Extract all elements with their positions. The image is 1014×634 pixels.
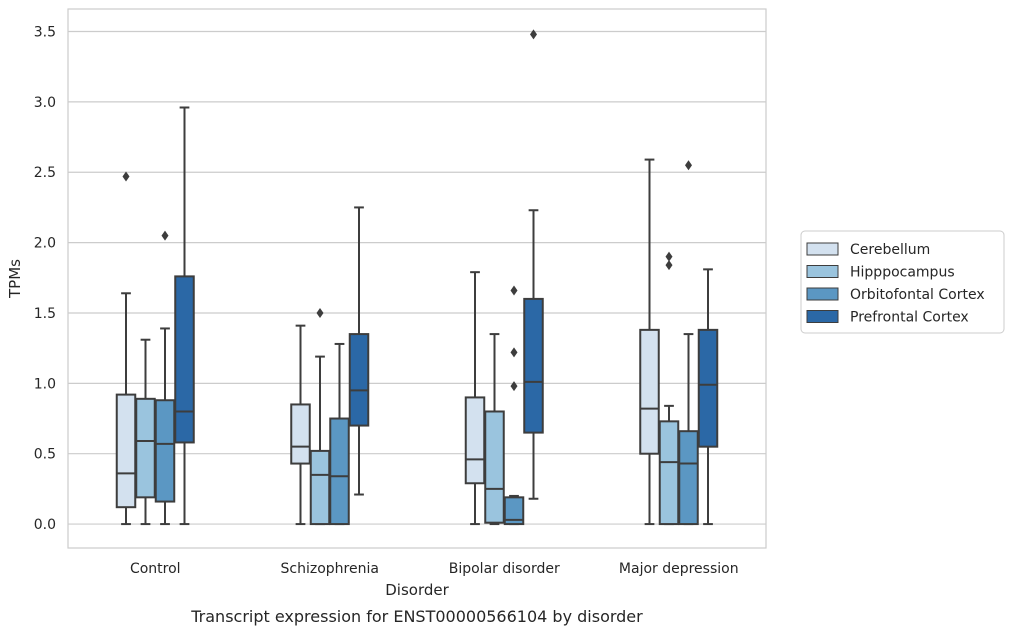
plot-area-frame xyxy=(67,8,767,549)
legend-label: Hipppocampus xyxy=(850,265,955,281)
legend-swatch xyxy=(806,310,839,323)
outlier-point xyxy=(161,230,169,241)
legend-label: Cerebellum xyxy=(850,242,930,258)
box-series xyxy=(115,29,719,526)
legend-frame xyxy=(800,230,1005,334)
y-axis-label: TPMs xyxy=(6,259,24,299)
outlier-point xyxy=(510,285,518,296)
box-iqr xyxy=(348,333,370,427)
y-tick-label: 2.0 xyxy=(34,236,56,252)
y-tick-label: 1.5 xyxy=(34,306,56,322)
chart-caption: Transcript expression for ENST0000056610… xyxy=(190,607,643,626)
outlier-point xyxy=(530,29,537,40)
box xyxy=(503,285,525,526)
x-tick-label: Schizophrenia xyxy=(281,561,379,577)
box-iqr xyxy=(115,393,137,509)
box xyxy=(697,268,719,526)
outlier-point xyxy=(510,381,518,392)
box-iqr xyxy=(174,275,195,444)
legend-label: Orbitofontal Cortex xyxy=(850,287,985,303)
box-iqr xyxy=(484,410,505,524)
legend: Cerebellum Hipppocampus Orbitofontal Corte… xyxy=(800,230,1005,334)
box-iqr xyxy=(523,297,544,434)
box-iqr xyxy=(329,417,350,526)
box xyxy=(329,342,350,526)
box xyxy=(309,307,331,526)
box-iqr xyxy=(503,496,525,526)
box xyxy=(115,171,137,526)
box xyxy=(678,160,699,526)
legend-swatch xyxy=(806,242,839,256)
box-iqr xyxy=(154,399,176,503)
y-tick-label: 2.5 xyxy=(34,165,56,181)
box-iqr xyxy=(135,397,156,499)
box-iqr xyxy=(658,420,680,526)
box xyxy=(290,324,311,526)
box xyxy=(523,29,544,500)
outlier-point xyxy=(316,307,324,318)
box-iqr xyxy=(464,396,486,485)
legend-swatch xyxy=(806,287,839,301)
y-tick-label: 0.5 xyxy=(34,447,56,463)
box-iqr xyxy=(290,403,311,465)
box xyxy=(174,106,195,526)
outlier-point xyxy=(122,171,130,182)
box xyxy=(464,271,486,526)
outlier-point xyxy=(510,347,518,358)
legend-swatch xyxy=(806,265,839,278)
box-iqr xyxy=(309,449,331,526)
y-tick-label: 3.5 xyxy=(34,25,56,41)
x-axis-label: Disorder xyxy=(385,581,449,599)
y-tick-label: 1.0 xyxy=(34,376,56,392)
box xyxy=(154,230,176,526)
box xyxy=(484,333,505,526)
box xyxy=(135,338,156,526)
x-axis-ticks: Control Schizophrenia Bipolar disorder Majo… xyxy=(130,561,739,577)
box xyxy=(658,251,680,526)
x-tick-label: Bipolar disorder xyxy=(449,561,560,577)
y-tick-label: 0.0 xyxy=(34,517,56,533)
box xyxy=(639,158,660,526)
x-tick-label: Major depression xyxy=(619,561,739,577)
outlier-point xyxy=(665,251,673,262)
box xyxy=(348,206,370,496)
box-iqr xyxy=(697,328,719,448)
y-tick-label: 3.0 xyxy=(34,95,56,111)
box-iqr xyxy=(678,430,699,526)
box-iqr xyxy=(639,328,660,455)
legend-label: Prefrontal Cortex xyxy=(850,310,969,326)
y-axis-ticks: 0.0 0.5 1.0 1.5 2.0 2.5 3.0 3.5 xyxy=(34,25,56,534)
outlier-point xyxy=(685,160,692,171)
x-tick-label: Control xyxy=(130,561,181,577)
outlier-point xyxy=(665,260,673,271)
